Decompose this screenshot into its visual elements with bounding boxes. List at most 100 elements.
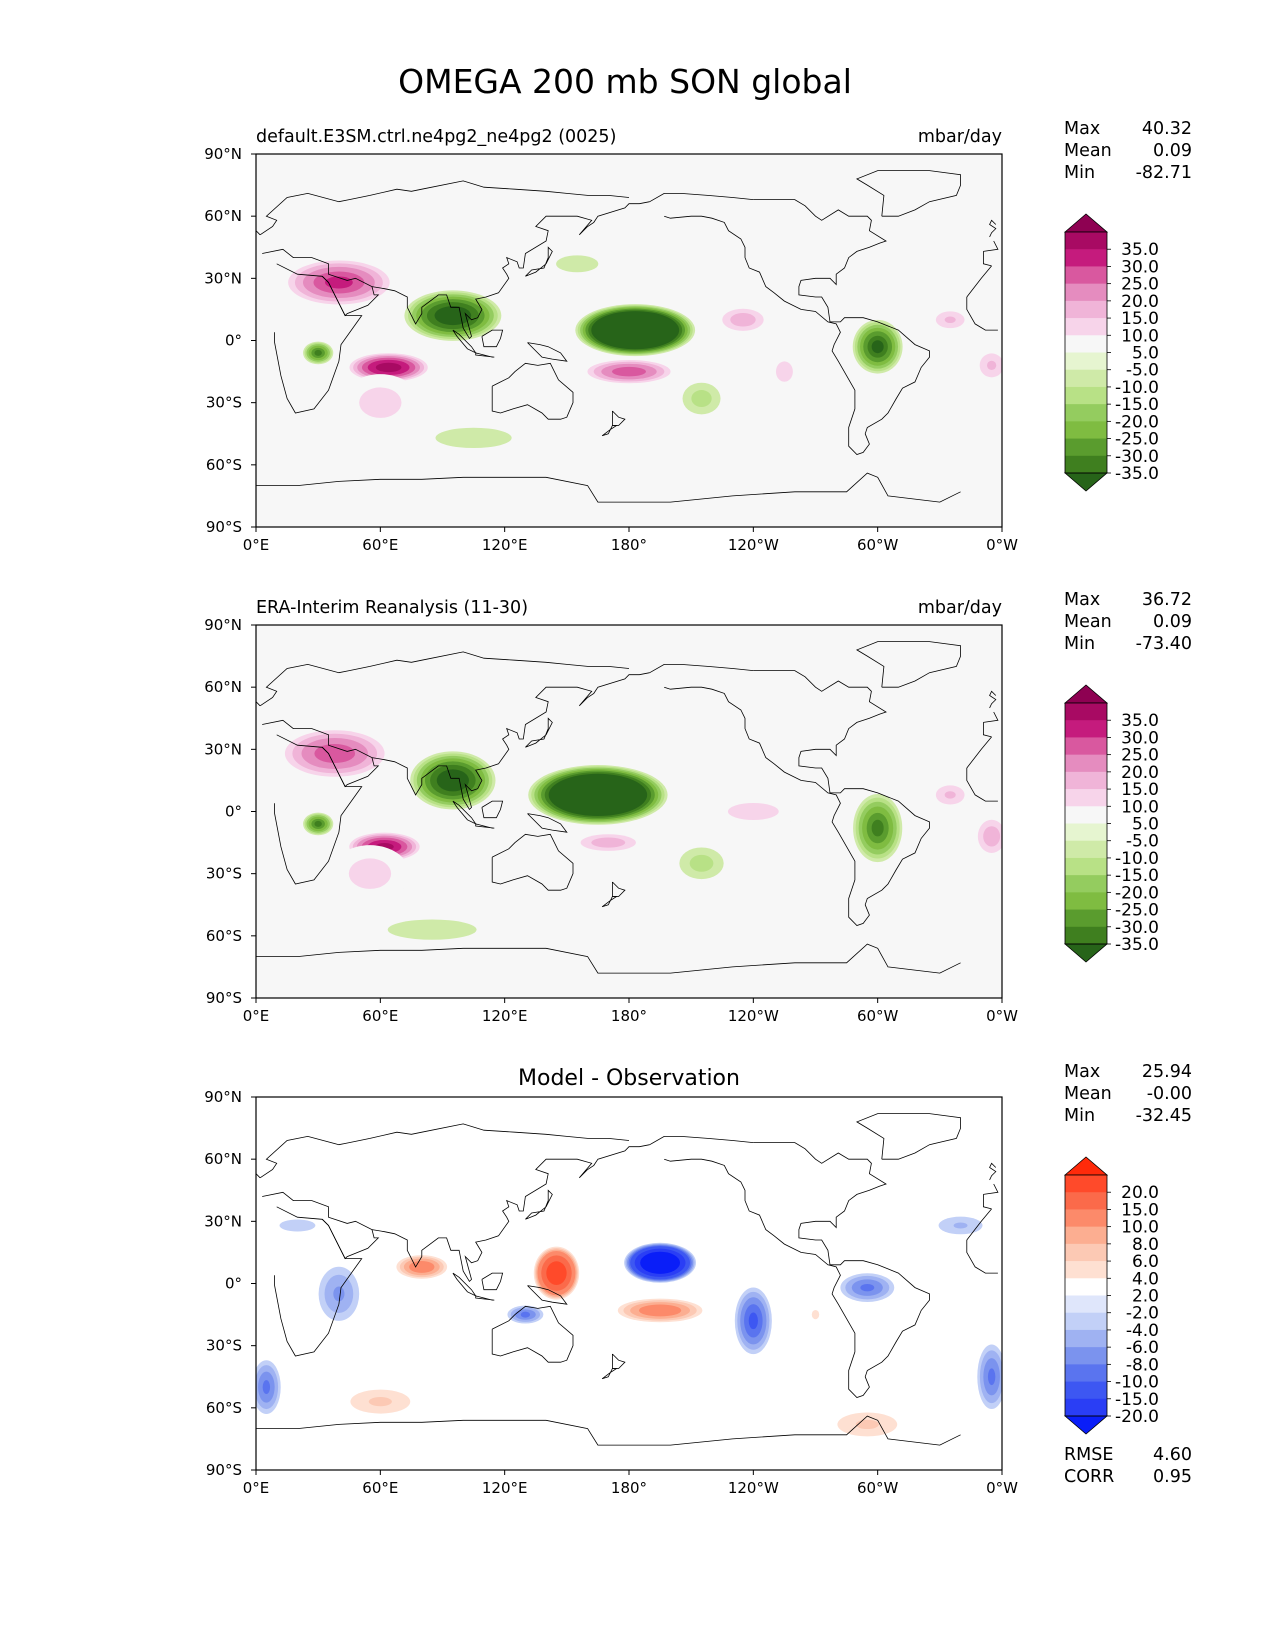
stat-label: Min bbox=[1064, 1106, 1095, 1126]
contour-level bbox=[348, 858, 392, 889]
y-tick-label: 30°N bbox=[204, 1212, 242, 1230]
panel-title: default.E3SM.ctrl.ne4pg2_ne4pg2 (0025) bbox=[256, 127, 616, 147]
colorbar-bin bbox=[1065, 1398, 1107, 1417]
colorbar-bin bbox=[1065, 1243, 1107, 1262]
colorbar-bin bbox=[1065, 283, 1107, 302]
contour-feature bbox=[278, 727, 392, 780]
contour-feature bbox=[256, 1360, 281, 1415]
coastline bbox=[649, 192, 754, 203]
coastline bbox=[983, 722, 992, 738]
coastline bbox=[475, 1295, 495, 1301]
coastline bbox=[256, 701, 261, 707]
colorbar-tick-label: -6.0 bbox=[1126, 1338, 1159, 1358]
contour-feature bbox=[507, 1305, 544, 1324]
contour-level bbox=[983, 826, 1001, 847]
stat-label: Max bbox=[1064, 1062, 1100, 1082]
coastline bbox=[989, 690, 997, 709]
map-panel-2: 0°E 60°E 120°E 180° 120°W 60°W 0°W 90°N 60°N 30°N… bbox=[204, 590, 1192, 1025]
coastline bbox=[481, 329, 504, 348]
contour-level bbox=[953, 1222, 968, 1229]
stat-mean: 0.09 bbox=[1153, 141, 1192, 161]
x-tick-label: 0°E bbox=[243, 1007, 270, 1025]
colorbar-tick-label: -15.0 bbox=[1115, 1390, 1159, 1410]
panel-units: mbar/day bbox=[918, 127, 1002, 147]
contour-feature bbox=[716, 305, 770, 334]
x-tick-label: 120°E bbox=[482, 536, 528, 554]
contour-feature bbox=[682, 382, 721, 415]
y-tick-label: 60°N bbox=[204, 207, 242, 225]
contour-feature bbox=[679, 847, 724, 880]
x-tick-label: 0°W bbox=[986, 1007, 1018, 1025]
coastline bbox=[371, 1144, 650, 1283]
colorbar-bin bbox=[1065, 875, 1107, 893]
coastline bbox=[612, 881, 626, 897]
y-tick-label: 90°S bbox=[206, 518, 242, 536]
colorbar-tick-label: 15.0 bbox=[1121, 780, 1159, 800]
contour-field bbox=[278, 727, 1002, 940]
coastline bbox=[649, 664, 754, 674]
colorbar-bin bbox=[1065, 840, 1107, 859]
colorbar-tick-label: 25.0 bbox=[1121, 746, 1159, 766]
coastline bbox=[371, 201, 650, 340]
colorbar-bin bbox=[1065, 1226, 1107, 1245]
stat-label: Max bbox=[1064, 590, 1100, 610]
colorbar-tick-label: -10.0 bbox=[1115, 1373, 1159, 1393]
contour-level bbox=[860, 1283, 875, 1292]
contour-level bbox=[435, 427, 512, 449]
stat-rmse: 4.60 bbox=[1153, 1445, 1192, 1465]
coastline bbox=[612, 1353, 626, 1369]
contour-feature bbox=[393, 1253, 451, 1281]
contour-level bbox=[944, 791, 956, 799]
stat-min: -32.45 bbox=[1136, 1106, 1192, 1126]
coastline bbox=[525, 1189, 553, 1220]
coastline bbox=[481, 1272, 504, 1291]
contour-feature bbox=[840, 1273, 895, 1303]
colorbar-tick-label: -10.0 bbox=[1115, 378, 1159, 398]
colorbar-tick-label: 20.0 bbox=[1121, 292, 1159, 312]
colorbar-tick-label: -5.0 bbox=[1126, 832, 1159, 852]
colorbar-bin bbox=[1065, 892, 1107, 911]
contour-feature bbox=[346, 831, 423, 863]
colorbar-bin bbox=[1065, 369, 1107, 388]
colorbar-bin bbox=[1065, 404, 1107, 422]
colorbar-bin bbox=[1065, 455, 1107, 474]
contour-level bbox=[775, 361, 793, 382]
x-tick-label: 120°E bbox=[482, 1007, 528, 1025]
colorbar-tick-label: 5.0 bbox=[1132, 815, 1159, 835]
colorbar-bin bbox=[1065, 1381, 1107, 1400]
contour-level bbox=[314, 820, 322, 827]
stat-mean: -0.00 bbox=[1147, 1084, 1192, 1104]
contour-level bbox=[727, 803, 779, 820]
y-tick-label: 30°S bbox=[206, 394, 242, 412]
coastline bbox=[664, 199, 930, 455]
stat-label: Mean bbox=[1064, 141, 1112, 161]
coastline bbox=[601, 896, 618, 908]
stat-label: Min bbox=[1064, 634, 1095, 654]
coastline bbox=[966, 1240, 998, 1274]
colorbar-bin bbox=[1065, 754, 1107, 773]
stat-label: Min bbox=[1064, 163, 1095, 183]
coastline bbox=[649, 1136, 754, 1146]
colorbar-tick-label: -8.0 bbox=[1126, 1355, 1159, 1375]
contour-level bbox=[368, 1396, 392, 1407]
colorbar-tick-label: 10.0 bbox=[1121, 326, 1159, 346]
stat-min: -82.71 bbox=[1136, 163, 1192, 183]
coastline bbox=[256, 230, 261, 236]
coastline bbox=[491, 362, 574, 420]
contour-feature bbox=[929, 781, 971, 809]
colorbar-tick-label: -15.0 bbox=[1115, 395, 1159, 415]
contour-field bbox=[256, 1216, 1002, 1442]
contour-level bbox=[944, 316, 956, 324]
y-tick-label: 60°S bbox=[206, 456, 242, 474]
contour-feature bbox=[338, 1384, 423, 1419]
colorbar-tick-label: 35.0 bbox=[1121, 711, 1159, 731]
contour-level bbox=[333, 1286, 345, 1302]
colorbar-tick-label: 10.0 bbox=[1121, 797, 1159, 817]
colorbar-bin bbox=[1065, 1295, 1107, 1314]
colorbar-bin bbox=[1065, 438, 1107, 457]
colorbar-bin bbox=[1065, 909, 1107, 928]
colorbar: 35.030.025.020.015.010.05.0-5.0-10.0-15.… bbox=[1063, 213, 1159, 492]
colorbar-extend-min bbox=[1063, 943, 1109, 963]
y-tick-label: 0° bbox=[225, 1275, 242, 1293]
colorbar-tick-label: -35.0 bbox=[1115, 464, 1159, 484]
